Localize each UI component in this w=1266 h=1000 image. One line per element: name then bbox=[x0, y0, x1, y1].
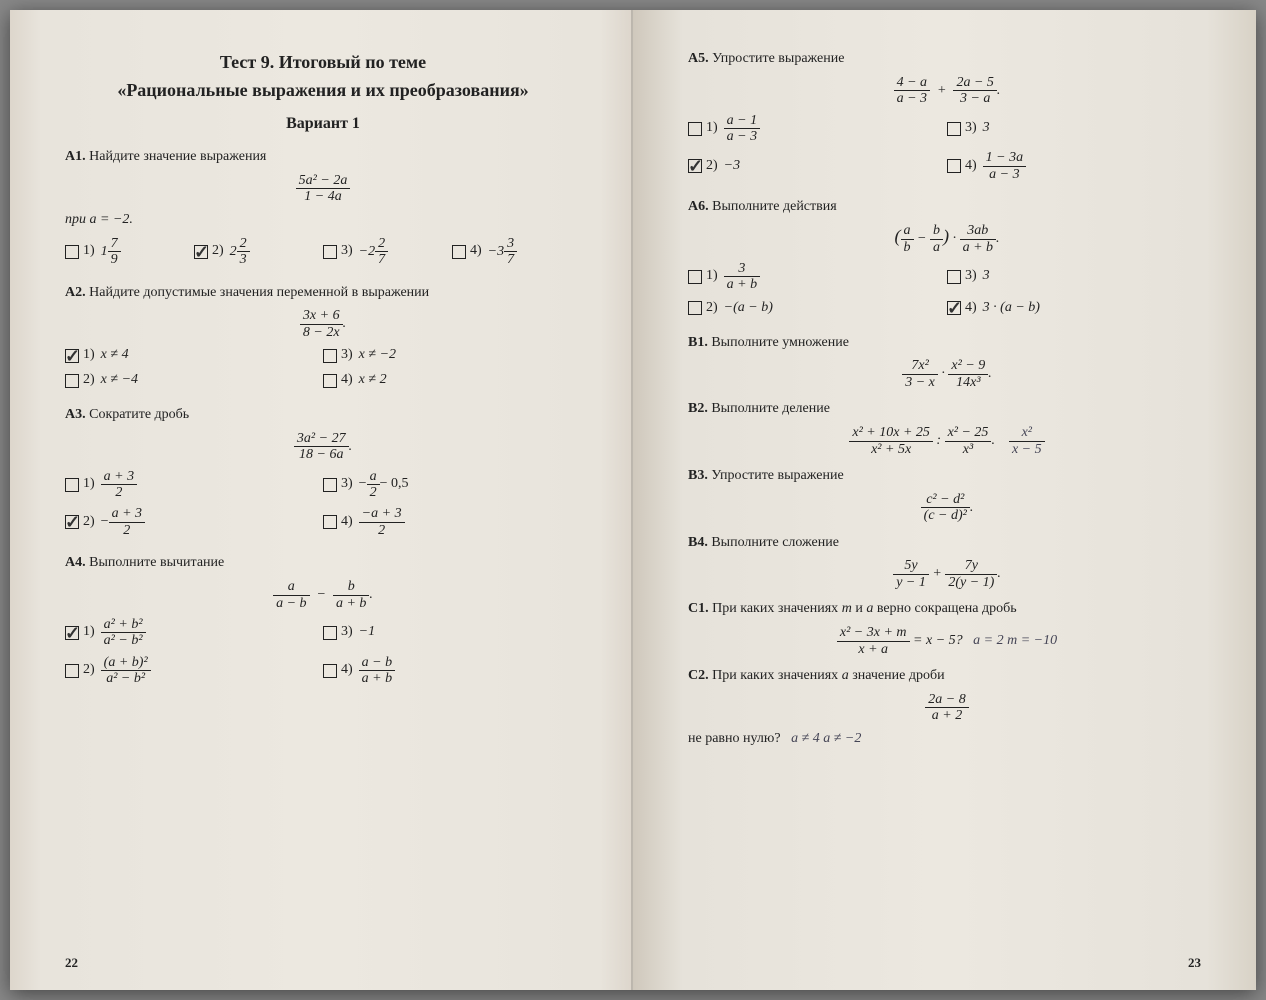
question-b1: В1. Выполните умножение 7x²3 − x · x² − … bbox=[688, 334, 1206, 391]
checkbox[interactable] bbox=[323, 478, 337, 492]
checkbox[interactable] bbox=[65, 478, 79, 492]
checkbox[interactable] bbox=[688, 270, 702, 284]
checkbox[interactable] bbox=[65, 515, 79, 529]
checkbox[interactable] bbox=[323, 374, 337, 388]
test-title: Тест 9. Итоговый по теме bbox=[65, 50, 581, 74]
question-a5: А5. Упростите выражение 4 − aa − 3 + 2a … bbox=[688, 50, 1206, 188]
checkbox[interactable] bbox=[947, 122, 961, 136]
page-right: А5. Упростите выражение 4 − aa − 3 + 2a … bbox=[633, 10, 1256, 990]
handwritten-answer: a ≠ 4 a ≠ −2 bbox=[791, 731, 861, 746]
checkbox[interactable] bbox=[688, 159, 702, 173]
checkbox[interactable] bbox=[65, 664, 79, 678]
checkbox[interactable] bbox=[194, 245, 208, 259]
question-a4: А4. Выполните вычитание aa − b − ba + b.… bbox=[65, 554, 581, 692]
handwritten-answer: x²x − 5 bbox=[1009, 425, 1045, 457]
question-b4: В4. Выполните сложение 5yy − 1 + 7y2(y −… bbox=[688, 534, 1206, 591]
checkbox[interactable] bbox=[452, 245, 466, 259]
question-c2: С2. При каких значениях a значение дроби… bbox=[688, 667, 1206, 749]
question-b2: В2. Выполните деление x² + 10x + 25x² + … bbox=[688, 400, 1206, 457]
checkbox[interactable] bbox=[688, 122, 702, 136]
question-b3: В3. Упростите выражение c² − d²(c − d)². bbox=[688, 467, 1206, 524]
handwritten-answer: a = 2 m = −10 bbox=[973, 633, 1057, 648]
question-a1: А1. Найдите значение выражения 5a² − 2a1… bbox=[65, 148, 581, 273]
checkbox[interactable] bbox=[65, 626, 79, 640]
checkbox[interactable] bbox=[65, 349, 79, 363]
checkbox[interactable] bbox=[323, 664, 337, 678]
book-spread: Тест 9. Итоговый по теме «Рациональные в… bbox=[10, 10, 1256, 990]
checkbox[interactable] bbox=[947, 301, 961, 315]
page-left: Тест 9. Итоговый по теме «Рациональные в… bbox=[10, 10, 633, 990]
checkbox[interactable] bbox=[688, 301, 702, 315]
test-subtitle: «Рациональные выражения и их преобразова… bbox=[65, 78, 581, 102]
checkbox[interactable] bbox=[947, 159, 961, 173]
variant-label: Вариант 1 bbox=[65, 113, 581, 135]
question-a2: А2. Найдите допустимые значения переменн… bbox=[65, 284, 581, 396]
checkbox[interactable] bbox=[323, 626, 337, 640]
question-a6: А6. Выполните действия (ab − ba) · 3aba … bbox=[688, 198, 1206, 323]
checkbox[interactable] bbox=[323, 349, 337, 363]
question-c1: С1. При каких значениях m и a верно сокр… bbox=[688, 600, 1206, 657]
checkbox[interactable] bbox=[947, 270, 961, 284]
checkbox[interactable] bbox=[323, 245, 337, 259]
checkbox[interactable] bbox=[323, 515, 337, 529]
question-a3: А3. Сократите дробь 3a² − 2718 − 6a. 1)a… bbox=[65, 406, 581, 544]
page-number-right: 23 bbox=[1188, 954, 1201, 972]
checkbox[interactable] bbox=[65, 374, 79, 388]
checkbox[interactable] bbox=[65, 245, 79, 259]
page-number-left: 22 bbox=[65, 954, 78, 972]
